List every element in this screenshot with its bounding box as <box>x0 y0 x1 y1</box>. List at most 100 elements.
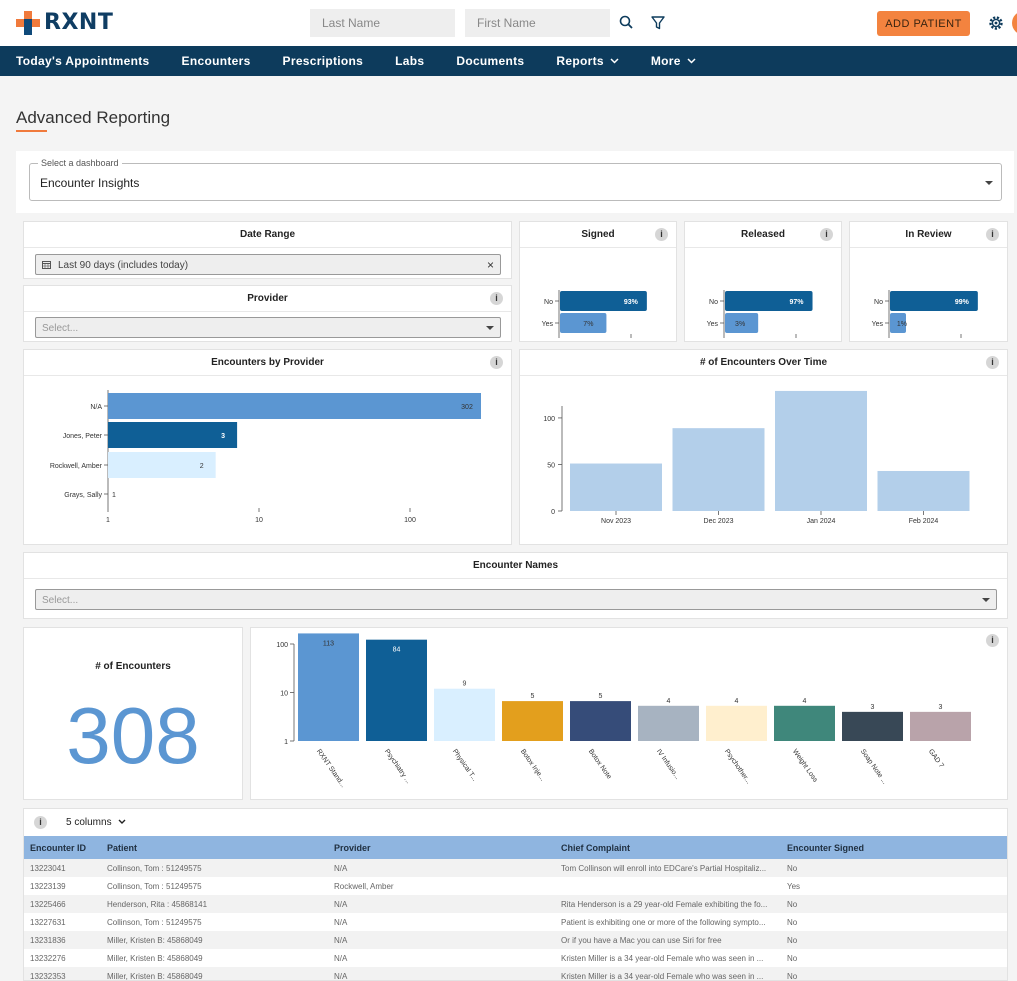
main-nav: Today's Appointments Encounters Prescrip… <box>0 46 1017 76</box>
data-label: 9 <box>463 681 467 688</box>
nav-labs[interactable]: Labs <box>395 54 425 68</box>
tick-label: Psychother... <box>723 748 752 785</box>
info-icon[interactable]: i <box>490 356 503 369</box>
bar <box>560 291 647 311</box>
table-cell: 13223139 <box>24 877 101 895</box>
caret-down-icon <box>985 181 993 185</box>
bar <box>502 701 563 741</box>
table-cell: Or if you have a Mac you can use Siri fo… <box>555 931 781 949</box>
data-label: 1% <box>897 321 907 328</box>
category-label: Jones, Peter <box>63 433 103 440</box>
category-label: No <box>709 299 718 306</box>
dashboard-select-legend: Select a dashboard <box>38 158 122 168</box>
column-header-patient[interactable]: Patient <box>101 836 328 859</box>
bar <box>560 313 607 333</box>
table-cell: No <box>781 895 1007 913</box>
user-avatar[interactable] <box>1012 11 1017 35</box>
info-icon[interactable]: i <box>986 356 999 369</box>
page-title: Advanced Reporting <box>16 108 171 127</box>
table-row[interactable]: 13232276 Miller, Kristen B: 45868049 N/A Kr… <box>24 949 1007 967</box>
encounter-count-card: # of Encounters 308 <box>23 627 243 800</box>
data-label: 4 <box>803 698 807 705</box>
bar <box>366 639 427 741</box>
clear-icon[interactable]: × <box>486 258 494 272</box>
bar <box>570 701 631 741</box>
nav-more[interactable]: More <box>651 54 696 68</box>
column-header-chief-complaint[interactable]: Chief Complaint <box>555 836 781 859</box>
encounters-over-time-card: # of Encounters Over Time i 0 50 100 Nov 202… <box>519 349 1008 545</box>
column-header-provider[interactable]: Provider <box>328 836 555 859</box>
provider-placeholder: Select... <box>42 323 79 334</box>
table-row[interactable]: 13223139 Collinson, Tom : 51249575 Rockwel… <box>24 877 1007 895</box>
bar <box>108 452 216 478</box>
encounters-by-provider-card: Encounters by Provider i N/A 302 Jones, Pet… <box>23 349 512 545</box>
filter-icon[interactable] <box>648 13 668 33</box>
encounters-table: Encounter ID Patient Provider Chief Comp… <box>24 836 1007 980</box>
tick-label: 10 <box>255 517 263 524</box>
info-icon[interactable]: i <box>986 228 999 241</box>
first-name-input[interactable] <box>465 9 610 37</box>
encounters-table-card: i 5 columns Encounter ID Patient Provide… <box>23 808 1008 981</box>
encounter-names-select[interactable]: Select... <box>35 589 997 610</box>
nav-documents[interactable]: Documents <box>456 54 525 68</box>
table-cell: Rockwell, Amber <box>328 877 555 895</box>
table-row[interactable]: 13225466 Henderson, Rita : 45868141 N/A Rit… <box>24 895 1007 913</box>
encounters-by-provider-chart: N/A 302 Jones, Peter 3 Rockwell, Amber 2 Grays… <box>50 390 482 524</box>
encounter-types-chart: 1 10 100 113 RXNT Stand... 84 Psychiatry ... 9 P… <box>276 633 971 789</box>
table-row[interactable]: 13223041 Collinson, Tom : 51249575 N/A Tom … <box>24 859 1007 877</box>
dashboard-select[interactable]: Select a dashboard Encounter Insights <box>29 158 1002 201</box>
date-range-value: Last 90 days (includes today) <box>58 260 189 271</box>
columns-toggle[interactable]: 5 columns <box>66 817 126 828</box>
chevron-down-icon <box>687 58 696 64</box>
date-range-field[interactable]: Last 90 days (includes today) × <box>35 254 501 275</box>
table-cell <box>555 877 781 895</box>
provider-select[interactable]: Select... <box>35 317 501 338</box>
data-label: 3 <box>939 704 943 711</box>
info-icon[interactable]: i <box>34 816 47 829</box>
nav-reports[interactable]: Reports <box>556 54 619 68</box>
table-cell: Collinson, Tom : 51249575 <box>101 877 328 895</box>
nav-todays-appointments[interactable]: Today's Appointments <box>16 54 150 68</box>
info-icon[interactable]: i <box>655 228 668 241</box>
tick-label: Nov 2023 <box>601 518 631 525</box>
table-row[interactable]: 13227631 Collinson, Tom : 51249575 N/A Pati… <box>24 913 1007 931</box>
column-header-encounter-id[interactable]: Encounter ID <box>24 836 101 859</box>
category-label: Yes <box>707 321 719 328</box>
table-cell: Collinson, Tom : 51249575 <box>101 913 328 931</box>
data-label: 1 <box>112 492 116 499</box>
tick-label: Botox Inje... <box>519 748 546 782</box>
table-cell: N/A <box>328 913 555 931</box>
last-name-input[interactable] <box>310 9 455 37</box>
bar <box>108 393 482 419</box>
bar <box>890 313 906 333</box>
tick-label: 10 <box>280 691 288 698</box>
tick-label: 0 <box>551 509 555 516</box>
info-icon[interactable]: i <box>490 292 503 305</box>
info-icon[interactable]: i <box>986 634 999 647</box>
encounters-over-time-chart: 0 50 100 Nov 2023 Dec 2023 Jan 2024 Feb 2024 <box>543 390 970 525</box>
bar <box>877 470 970 511</box>
column-header-encounter-signed[interactable]: Encounter Signed <box>781 836 1007 859</box>
search-icon[interactable] <box>617 13 637 33</box>
gear-icon[interactable] <box>986 13 1006 33</box>
tick-label: IV Infusio... <box>655 748 681 781</box>
nav-prescriptions[interactable]: Prescriptions <box>282 54 364 68</box>
table-cell: Henderson, Rita : 45868141 <box>101 895 328 913</box>
category-label: N/A <box>90 404 102 411</box>
nav-encounters[interactable]: Encounters <box>181 54 251 68</box>
table-row[interactable]: 13232353 Miller, Kristen B: 45868049 N/A Kr… <box>24 967 1007 980</box>
table-cell: No <box>781 967 1007 980</box>
top-bar: RXNT ADD PATIENT <box>0 0 1017 46</box>
table-cell: No <box>781 931 1007 949</box>
released-title: Released <box>741 229 785 240</box>
info-icon[interactable]: i <box>820 228 833 241</box>
bar <box>725 291 813 311</box>
tick-label: Feb 2024 <box>909 518 939 525</box>
table-row[interactable]: 13231836 Miller, Kristen B: 45868049 N/A Or… <box>24 931 1007 949</box>
add-patient-button[interactable]: ADD PATIENT <box>877 11 970 36</box>
table-cell: Kristen Miller is a 34 year-old Female w… <box>555 967 781 980</box>
category-label: Rockwell, Amber <box>50 463 103 470</box>
rxnt-logo[interactable]: RXNT <box>16 10 113 35</box>
